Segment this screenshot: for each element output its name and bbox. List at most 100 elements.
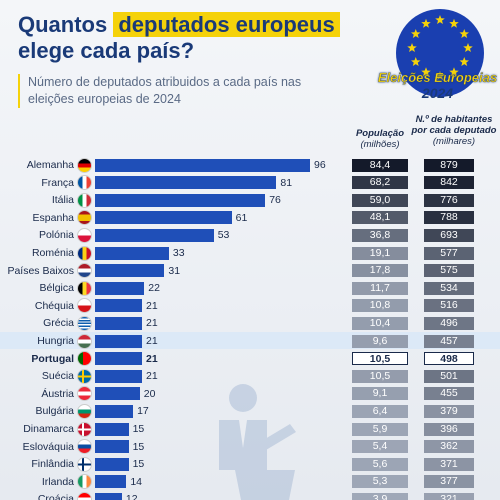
poland-flag-icon xyxy=(77,227,92,243)
inhabitants-cell: 534 xyxy=(424,281,474,295)
inhabitants-cell: 788 xyxy=(424,211,474,225)
denmark-flag-icon xyxy=(77,421,92,437)
inhabitants-cell: 879 xyxy=(424,158,474,172)
bar xyxy=(95,440,129,454)
country-label: França xyxy=(41,176,74,189)
country-label: Itália xyxy=(51,194,74,207)
country-label: Dinamarca xyxy=(23,423,74,435)
bar-value-label: 21 xyxy=(146,370,158,383)
czechia-flag-icon xyxy=(77,298,92,314)
inhabitants-cell: 455 xyxy=(424,387,474,401)
inhabitants-cell: 396 xyxy=(424,422,474,436)
inhabitants-cell: 377 xyxy=(424,475,474,489)
inhabitants-cell: 379 xyxy=(424,404,474,418)
bar xyxy=(95,422,129,436)
bar-value-label: 17 xyxy=(137,405,149,418)
country-label: Áustria xyxy=(41,387,74,400)
bar xyxy=(95,316,143,330)
bar xyxy=(95,281,145,295)
population-cell: 10,5 xyxy=(352,352,408,366)
bar-value-label: 31 xyxy=(168,264,181,277)
population-cell: 5,9 xyxy=(352,422,408,436)
bar xyxy=(95,193,266,207)
population-cell: 3,9 xyxy=(352,492,408,500)
inh-column-header: N.º de habitantes por cada deputado (mil… xyxy=(408,114,500,147)
netherlands-flag-icon xyxy=(77,263,92,279)
bar-value-label: 81 xyxy=(280,176,293,189)
population-cell: 5,4 xyxy=(352,440,408,454)
portugal-flag-icon xyxy=(77,351,92,367)
bar-value-label: 21 xyxy=(146,299,158,312)
country-label: Eslováquia xyxy=(22,440,74,453)
bar xyxy=(95,387,140,401)
badge-line2: 2024 xyxy=(421,85,454,101)
bar xyxy=(95,492,122,500)
bar xyxy=(95,176,277,190)
pop-column-unit: (milhões) xyxy=(360,139,400,150)
eu-star xyxy=(459,29,469,39)
bar xyxy=(95,158,310,172)
country-label: Suécia xyxy=(41,370,74,383)
bar-value-label: 14 xyxy=(130,475,143,488)
bar-value-label: 21 xyxy=(146,352,158,365)
page-title: Quantos deputados europeus elege cada pa… xyxy=(18,12,340,64)
population-cell: 59,0 xyxy=(352,193,408,207)
eu-star xyxy=(435,71,445,81)
badge-line1: Eleições Europeias xyxy=(377,70,498,85)
population-cell: 5,6 xyxy=(352,457,408,471)
inhabitants-cell: 516 xyxy=(424,299,474,313)
population-cell: 11,7 xyxy=(352,281,408,295)
bar-value-label: 33 xyxy=(172,247,185,259)
country-label: Irlanda xyxy=(41,475,74,488)
population-cell: 10,4 xyxy=(352,316,408,330)
country-label: Chéquia xyxy=(34,299,74,312)
inhabitants-cell: 501 xyxy=(424,369,474,383)
bar-value-label: 15 xyxy=(132,440,145,453)
bar xyxy=(95,334,143,348)
slovakia-flag-icon xyxy=(77,439,92,455)
title-highlight: deputados europeus xyxy=(113,12,340,37)
france-flag-icon xyxy=(77,175,92,191)
population-cell: 68,2 xyxy=(352,176,408,190)
inhabitants-cell: 575 xyxy=(424,264,474,278)
badge-label: Eleições Europeias 2024 xyxy=(375,70,500,101)
bar-value-label: 21 xyxy=(146,317,158,330)
bar-value-label: 22 xyxy=(148,282,160,295)
inhabitants-cell: 321 xyxy=(424,492,474,500)
eu-star xyxy=(449,67,459,77)
eu-star xyxy=(459,57,469,67)
bar xyxy=(95,228,214,242)
country-label: Polónia xyxy=(38,229,74,242)
inhabitants-cell: 371 xyxy=(424,457,474,471)
bar xyxy=(95,211,232,225)
pop-column-title: População xyxy=(355,128,405,139)
eu-star xyxy=(449,18,459,28)
bar xyxy=(95,299,143,313)
population-cell: 6,4 xyxy=(352,404,408,418)
population-cell: 9,1 xyxy=(352,387,408,401)
inhabitants-cell: 498 xyxy=(424,352,474,366)
bar xyxy=(95,475,127,489)
bar-value-label: 21 xyxy=(146,335,158,347)
hungary-flag-icon xyxy=(77,333,92,349)
bar-value-label: 96 xyxy=(314,159,326,171)
bar-value-label: 12 xyxy=(125,493,138,500)
population-cell: 5,3 xyxy=(352,475,408,489)
eu-star xyxy=(411,57,421,67)
greece-flag-icon xyxy=(77,315,92,331)
bar xyxy=(95,246,169,260)
eu-star xyxy=(411,29,421,39)
spain-flag-icon xyxy=(77,210,92,226)
population-cell: 10,8 xyxy=(352,299,408,313)
inhabitants-cell: 842 xyxy=(424,176,474,190)
country-label: Grécia xyxy=(43,317,74,330)
eu-star xyxy=(421,67,431,77)
inhabitants-cell: 457 xyxy=(424,334,474,348)
romania-flag-icon xyxy=(77,245,92,261)
bar-value-label: 61 xyxy=(235,211,248,224)
inhabitants-cell: 362 xyxy=(424,440,474,454)
country-label: Finlândia xyxy=(31,458,74,471)
population-cell: 84,4 xyxy=(352,158,408,172)
title-part2: elege cada país? xyxy=(18,38,195,63)
inh-column-unit: (milhares) xyxy=(432,136,476,147)
